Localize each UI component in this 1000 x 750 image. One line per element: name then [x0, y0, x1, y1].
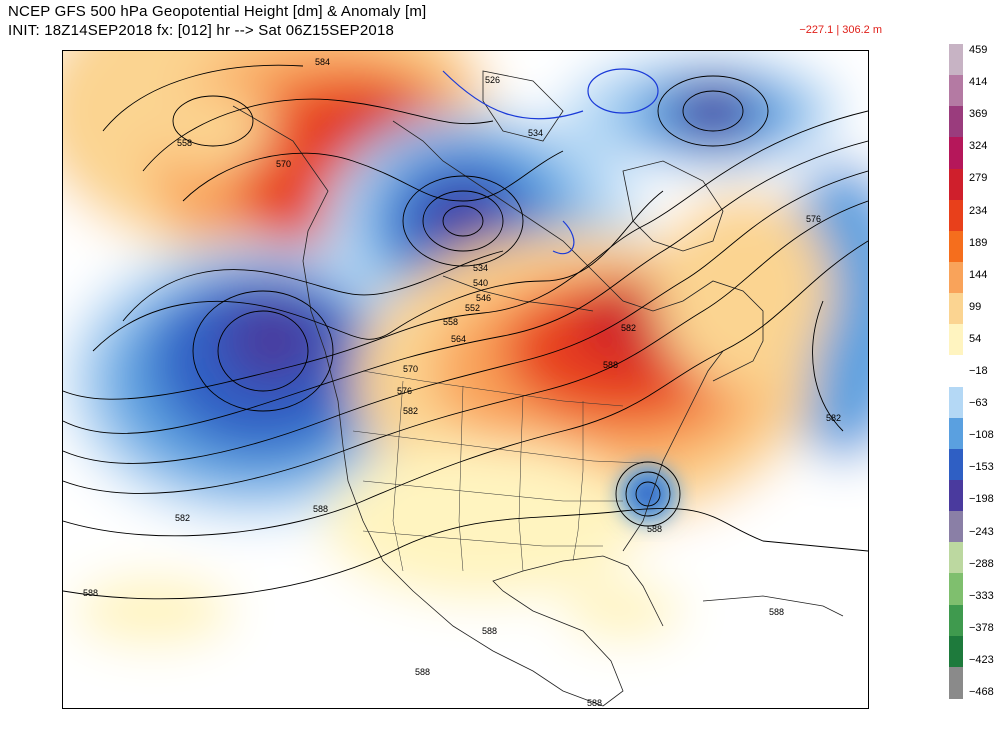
contour-label: 534 — [528, 128, 543, 138]
colorbar-segment — [949, 75, 963, 107]
contour-label: 588 — [769, 607, 784, 617]
anomaly-map: 584 526 558 570 534 576 534 540 546 552 … — [63, 51, 868, 708]
contour-label: 588 — [587, 698, 602, 708]
contour-label: 588 — [603, 360, 618, 370]
colorbar-label: −18 — [969, 365, 988, 377]
contour-label: 588 — [83, 588, 98, 598]
map-panel: 584 526 558 570 534 576 534 540 546 552 … — [62, 50, 869, 709]
chart-title: NCEP GFS 500 hPa Geopotential Height [dm… — [8, 3, 427, 20]
colorbar-label: 279 — [969, 172, 988, 185]
colorbar-segment — [949, 542, 963, 575]
colorbar-label: 369 — [969, 108, 988, 121]
colorbar-segment — [949, 480, 963, 512]
colorbar-segment — [949, 448, 963, 481]
contour-label: 584 — [315, 57, 330, 67]
colorbar-segment — [949, 293, 963, 325]
init-forecast-line: INIT: 18Z14SEP2018 fx: [012] hr --> Sat … — [8, 22, 395, 39]
coastlines — [232, 70, 844, 707]
contour-label: 576 — [397, 386, 412, 396]
political-boundaries — [352, 370, 644, 572]
colorbar-label: −198 — [969, 493, 994, 506]
colorbar-segment — [949, 137, 963, 170]
blue-contours — [442, 68, 659, 255]
contour-label: 570 — [276, 159, 291, 169]
hurricane-anomaly — [618, 464, 678, 524]
contour-label: 588 — [313, 504, 328, 514]
colorbar-label: −153 — [969, 461, 994, 474]
contour-label: 540 — [473, 278, 488, 288]
colorbar-segment — [949, 511, 963, 543]
colorbar-segment — [949, 635, 963, 668]
colorbar-label: −63 — [969, 397, 988, 410]
colorbar-segment — [949, 355, 963, 388]
contour-label: 582 — [175, 513, 190, 523]
height-contours — [63, 64, 868, 600]
colorbar-label: 324 — [969, 140, 988, 153]
colorbar-label: 459 — [969, 44, 988, 56]
contour-label: 546 — [476, 293, 491, 303]
colorbar-label: 189 — [969, 236, 988, 249]
contour-label: 588 — [647, 524, 662, 534]
contour-label: 526 — [485, 75, 500, 85]
contour-labels: 584 526 558 570 534 576 534 540 546 552 … — [83, 57, 841, 708]
colorbar-segment — [949, 230, 963, 263]
contour-label: 588 — [415, 667, 430, 677]
colorbar-segment — [949, 417, 963, 450]
contour-label: 582 — [621, 323, 636, 333]
contour-label: 582 — [403, 406, 418, 416]
anomaly-colorbar — [949, 44, 963, 699]
colorbar-segment — [949, 262, 963, 294]
colorbar-segment — [949, 106, 963, 139]
colorbar-label: −423 — [969, 653, 994, 666]
colorbar-label: −333 — [969, 589, 994, 602]
colorbar-label: 99 — [969, 300, 982, 313]
colorbar-segment — [949, 573, 963, 606]
colorbar-label: −243 — [969, 525, 994, 538]
colorbar-label: 414 — [969, 76, 988, 89]
colorbar-segment — [949, 666, 963, 699]
colorbar-segment — [949, 324, 963, 357]
contour-label: 588 — [482, 626, 497, 636]
colorbar-label: 54 — [969, 332, 982, 345]
colorbar-label: −378 — [969, 621, 994, 634]
contour-label: 570 — [403, 364, 418, 374]
contour-label: 534 — [473, 263, 488, 273]
contour-label: 558 — [177, 138, 192, 148]
colorbar-segment — [949, 44, 963, 76]
contour-label: 582 — [826, 413, 841, 423]
colorbar-segment — [949, 386, 963, 419]
colorbar-label: 234 — [969, 204, 988, 217]
contour-label: 558 — [443, 317, 458, 327]
anomaly-range-readout: −227.1 | 306.2 m — [799, 24, 882, 36]
contour-label: 564 — [451, 334, 466, 344]
colorbar-label: −288 — [969, 557, 994, 570]
colorbar-segment — [949, 199, 963, 232]
contour-label: 576 — [806, 214, 821, 224]
colorbar-segment — [949, 168, 963, 201]
colorbar-label: 144 — [969, 268, 988, 281]
colorbar-segment — [949, 604, 963, 637]
colorbar-label: −108 — [969, 429, 994, 442]
colorbar-label: −468 — [969, 686, 994, 698]
anomaly-field — [63, 51, 868, 708]
contour-label: 552 — [465, 303, 480, 313]
